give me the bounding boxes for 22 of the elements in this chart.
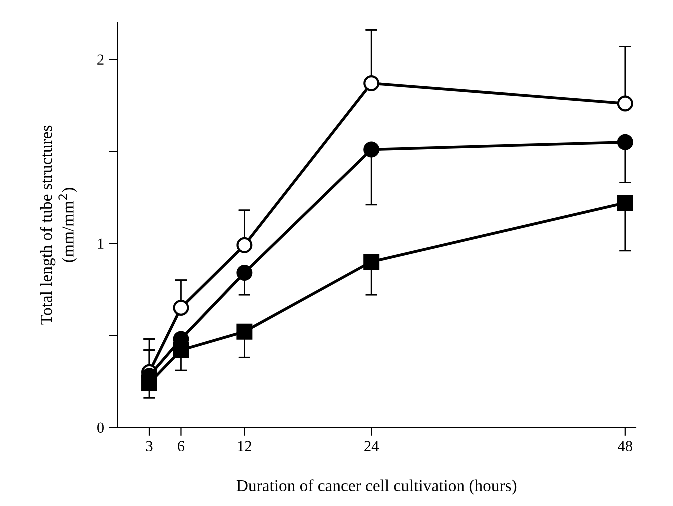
point — [364, 76, 380, 92]
point — [142, 375, 158, 392]
point — [236, 265, 253, 281]
x-axis-title: Duration of cancer cell cultivation (hours) — [236, 480, 517, 495]
point — [617, 134, 634, 150]
x-tick-label: 3 — [146, 441, 153, 452]
point — [617, 96, 634, 112]
y-tick-label: 1 — [98, 238, 104, 249]
x-tick-label: 12 — [238, 441, 252, 452]
point — [617, 195, 634, 212]
x-tick-label: 24 — [364, 441, 379, 452]
y-tick-label: 0 — [98, 422, 104, 434]
y-axis-title: Total length of tube structures (mm/mm$^{2}$) — [40, 126, 78, 325]
point — [173, 342, 190, 358]
point — [236, 237, 253, 254]
y-tick-label: 2 — [98, 54, 104, 65]
point — [364, 254, 380, 270]
point — [173, 300, 190, 316]
point — [236, 324, 253, 340]
point — [364, 142, 380, 158]
x-tick-label: 6 — [178, 441, 185, 452]
x-tick-label: 48 — [618, 441, 632, 452]
